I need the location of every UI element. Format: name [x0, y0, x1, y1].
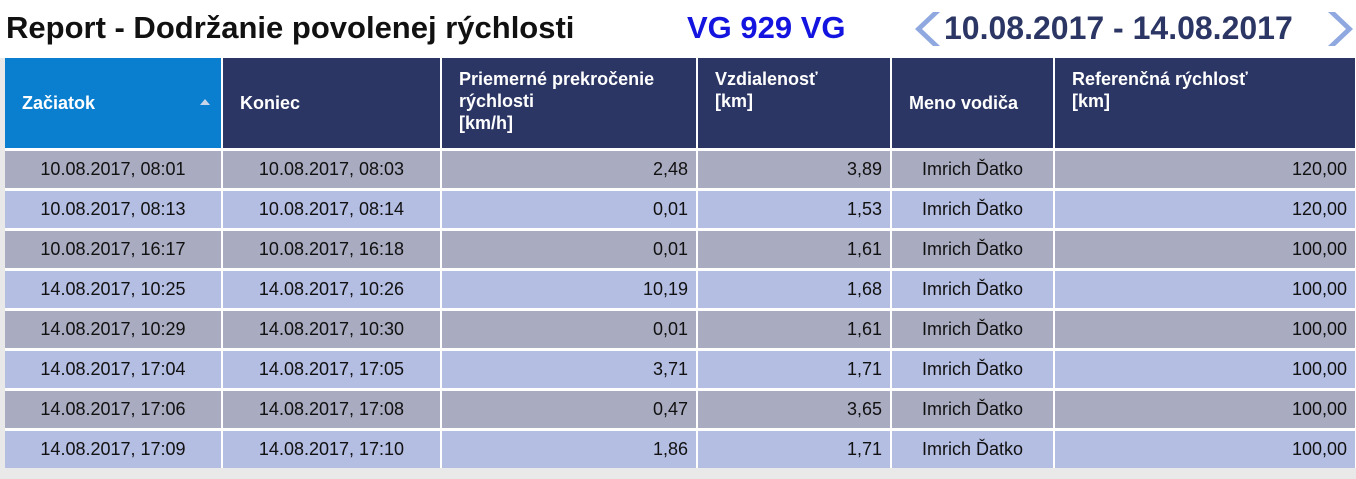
table-cell: Imrich Ďatko: [891, 388, 1055, 430]
table-cell: 10.08.2017, 16:17: [5, 228, 223, 270]
table-row: 14.08.2017, 17:04 14.08.2017, 17:05 3,71 1,…: [5, 348, 1356, 390]
table-cell: Imrich Ďatko: [891, 348, 1055, 390]
table-cell: Imrich Ďatko: [891, 428, 1055, 468]
table-cell: 1,71: [697, 428, 892, 468]
table-cell: Imrich Ďatko: [891, 188, 1055, 230]
table-cell: 14.08.2017, 17:06: [5, 388, 223, 430]
column-header[interactable]: Koniec: [222, 58, 442, 150]
table-cell: 100,00: [1054, 388, 1356, 430]
table-cell: 100,00: [1054, 428, 1356, 468]
table-cell: Imrich Ďatko: [891, 308, 1055, 350]
table-cell: 100,00: [1054, 268, 1356, 310]
table-row: 14.08.2017, 10:25 14.08.2017, 10:26 10,19 1…: [5, 268, 1356, 310]
table-cell: 100,00: [1054, 228, 1356, 270]
table-cell: 14.08.2017, 17:09: [5, 428, 223, 468]
table-cell: 14.08.2017, 17:04: [5, 348, 223, 390]
report-title: Report - Dodržanie povolenej rýchlosti: [6, 10, 575, 45]
table-body: 10.08.2017, 08:01 10.08.2017, 08:03 2,48 3,…: [5, 148, 1356, 468]
vehicle-id: VG 929 VG: [687, 10, 846, 45]
table-cell: 14.08.2017, 17:10: [222, 428, 442, 468]
column-header[interactable]: Vzdialenosť [km]: [697, 58, 892, 150]
header-text: Referenčná rýchlosť: [1072, 69, 1248, 89]
header-text: Priemerné prekročenie: [459, 69, 655, 89]
table-cell: 3,89: [697, 148, 892, 190]
table-cell: 14.08.2017, 17:08: [222, 388, 442, 430]
table-cell: 10,19: [441, 268, 698, 310]
table-cell: Imrich Ďatko: [891, 228, 1055, 270]
table-cell: 1,53: [697, 188, 892, 230]
table-cell: 0,47: [441, 388, 698, 430]
table-cell: 1,86: [441, 428, 698, 468]
header-text: Koniec: [240, 93, 301, 113]
table-cell: 10.08.2017, 08:01: [5, 148, 223, 190]
table-cell: Imrich Ďatko: [891, 148, 1055, 190]
table-row: 14.08.2017, 10:29 14.08.2017, 10:30 0,01 1,…: [5, 308, 1356, 350]
table-cell: 0,01: [441, 228, 698, 270]
table-cell: 14.08.2017, 17:05: [222, 348, 442, 390]
table-row: 10.08.2017, 08:13 10.08.2017, 08:14 0,01 1,…: [5, 188, 1356, 230]
prev-arrow[interactable]: [915, 12, 940, 46]
header-row: Začiatok Koniec Priemerné prekročenie rýchl…: [5, 58, 1356, 150]
column-header[interactable]: Začiatok: [5, 58, 223, 150]
report-header: Report - Dodržanie povolenej rýchlosti V…: [0, 0, 1356, 58]
sort-arrow: [200, 99, 210, 105]
table-cell: 0,01: [441, 308, 698, 350]
date-range: 10.08.2017 - 14.08.2017: [944, 10, 1293, 46]
table-cell: 120,00: [1054, 148, 1356, 190]
table-cell: 3,71: [441, 348, 698, 390]
table-cell: 14.08.2017, 10:25: [5, 268, 223, 310]
header-text: rýchlosti: [459, 91, 535, 111]
table-cell: Imrich Ďatko: [891, 268, 1055, 310]
table-row: 10.08.2017, 16:17 10.08.2017, 16:18 0,01 1,…: [5, 228, 1356, 270]
sort-indicator: [200, 99, 210, 105]
header-text: [km]: [715, 91, 754, 111]
table-cell: 1,61: [697, 228, 892, 270]
header-text: [km]: [1072, 91, 1111, 111]
table-cell: 10.08.2017, 08:14: [222, 188, 442, 230]
header-text: Začiatok: [22, 93, 96, 113]
column-header[interactable]: Meno vodiča: [891, 58, 1055, 150]
report-table: Začiatok Koniec Priemerné prekročenie rýchl…: [5, 58, 1356, 468]
table-cell: 10.08.2017, 08:03: [222, 148, 442, 190]
nav-arrows: [915, 12, 1353, 46]
header-text: Meno vodiča: [909, 93, 1019, 113]
column-header[interactable]: Referenčná rýchlosť [km]: [1054, 58, 1356, 150]
table-row: 14.08.2017, 17:09 14.08.2017, 17:10 1,86 1,…: [5, 428, 1356, 468]
table-cell: 1,68: [697, 268, 892, 310]
column-header[interactable]: Priemerné prekročenie rýchlosti [km/h]: [441, 58, 698, 150]
table-cell: 1,71: [697, 348, 892, 390]
table-cell: 14.08.2017, 10:26: [222, 268, 442, 310]
table-cell: 3,65: [697, 388, 892, 430]
table-cell: 120,00: [1054, 188, 1356, 230]
table-cell: 1,61: [697, 308, 892, 350]
table-cell: 0,01: [441, 188, 698, 230]
table-cell: 14.08.2017, 10:30: [222, 308, 442, 350]
table-cell: 10.08.2017, 16:18: [222, 228, 442, 270]
table-row: 14.08.2017, 17:06 14.08.2017, 17:08 0,47 3,…: [5, 388, 1356, 430]
next-arrow[interactable]: [1328, 12, 1353, 46]
table-cell: 100,00: [1054, 348, 1356, 390]
table-cell: 2,48: [441, 148, 698, 190]
table-cell: 10.08.2017, 08:13: [5, 188, 223, 230]
table-cell: 100,00: [1054, 308, 1356, 350]
table-row: 10.08.2017, 08:01 10.08.2017, 08:03 2,48 3,…: [5, 148, 1356, 190]
header-text: [km/h]: [459, 113, 513, 133]
header-text: Vzdialenosť: [715, 69, 818, 89]
table-cell: 14.08.2017, 10:29: [5, 308, 223, 350]
